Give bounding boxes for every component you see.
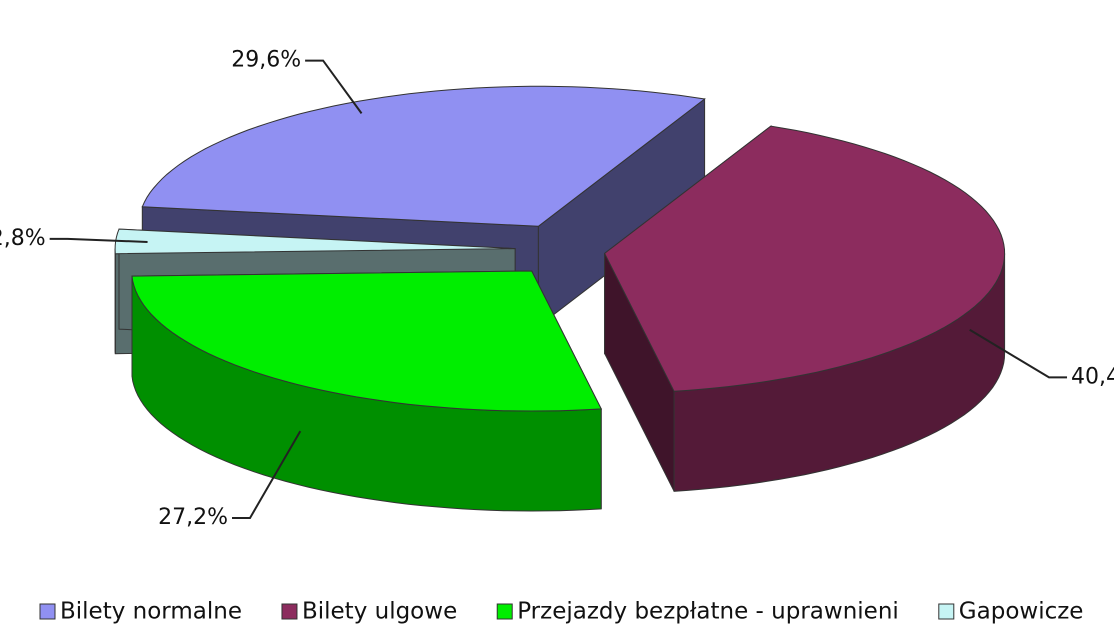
slice-top	[141, 85, 706, 227]
legend-label: Gapowicze	[959, 599, 1084, 625]
slice-top	[131, 270, 602, 412]
slice	[603, 125, 1006, 492]
legend-swatch	[938, 603, 955, 620]
pie	[114, 85, 1006, 512]
legend-swatch	[496, 603, 513, 620]
labels: 29,6% 40,4% 27,2% 2,8%	[0, 48, 1114, 530]
slice-top	[603, 125, 1006, 392]
data-label: 29,6%	[231, 48, 301, 73]
legend-swatch	[39, 603, 56, 620]
legend-label: Bilety normalne	[60, 599, 242, 625]
slice	[131, 270, 602, 512]
data-label: 40,4%	[1071, 364, 1114, 389]
data-label: 2,8%	[0, 226, 46, 251]
leader-line	[305, 59, 363, 114]
legend-label: Bilety ulgowe	[302, 599, 457, 625]
leader-line	[232, 430, 302, 519]
leader-line	[969, 328, 1068, 379]
legend-swatch	[281, 603, 298, 620]
leader-line	[49, 237, 148, 243]
legend: Bilety normalne Bilety ulgowe Przejazdy be…	[39, 599, 1084, 625]
legend-label: Przejazdy bezpłatne - uprawnieni	[517, 599, 899, 625]
data-label: 27,2%	[158, 505, 228, 530]
